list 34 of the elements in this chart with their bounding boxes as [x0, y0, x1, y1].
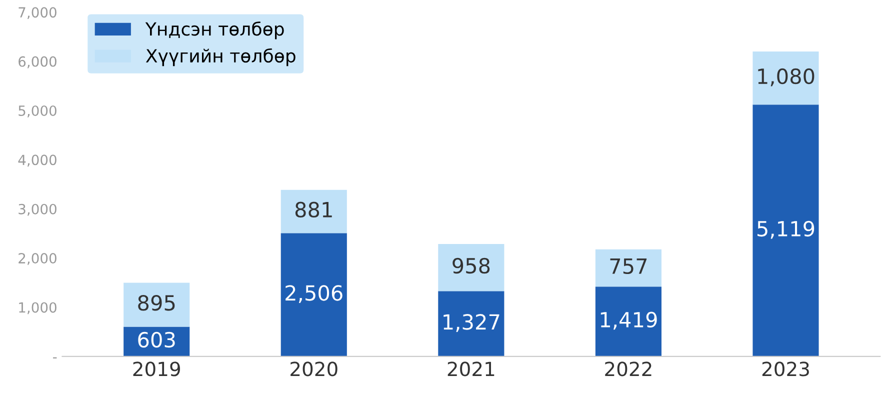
- bar: [280, 190, 347, 234]
- bar: [438, 244, 504, 292]
- legend-label: Үндсэн төлбөр: [145, 22, 284, 40]
- y-tick-label: 4,000: [18, 154, 56, 167]
- y-tick-label: 6,000: [18, 56, 56, 68]
- text: 958: [452, 258, 490, 274]
- bar: [595, 249, 662, 287]
- x-tick-label: 2022: [605, 362, 652, 376]
- text: 2,506: [286, 285, 342, 303]
- x-tick-label: 2021: [448, 362, 494, 376]
- bar: [752, 52, 819, 105]
- y-tick-label: 5,000: [18, 105, 56, 118]
- text: 1,419: [600, 312, 657, 330]
- y-tick-label: 2,000: [18, 253, 56, 265]
- x-tick-label: 2019: [133, 362, 180, 376]
- text: 1,327: [444, 314, 500, 332]
- x-tick-label: 2023: [762, 362, 809, 376]
- bar: [438, 291, 504, 356]
- y-tick-label: 1,000: [19, 302, 56, 314]
- bar: [124, 282, 190, 327]
- text: 603: [138, 332, 175, 348]
- text: 895: [138, 295, 175, 311]
- x-tick-label: 2020: [290, 362, 338, 376]
- bar: [595, 286, 662, 356]
- bar: [752, 104, 819, 356]
- y-tick-label: 7,000: [18, 7, 56, 20]
- legend-label: Хүүгийн төлбөр: [146, 48, 296, 66]
- text: 5,119: [758, 220, 814, 239]
- y-tick-label: -: [53, 357, 57, 358]
- text: 881: [295, 202, 332, 218]
- text: 757: [610, 258, 647, 274]
- y-tick-label: 3,000: [18, 204, 56, 216]
- text: 1,080: [758, 68, 814, 86]
- bar: [280, 233, 347, 356]
